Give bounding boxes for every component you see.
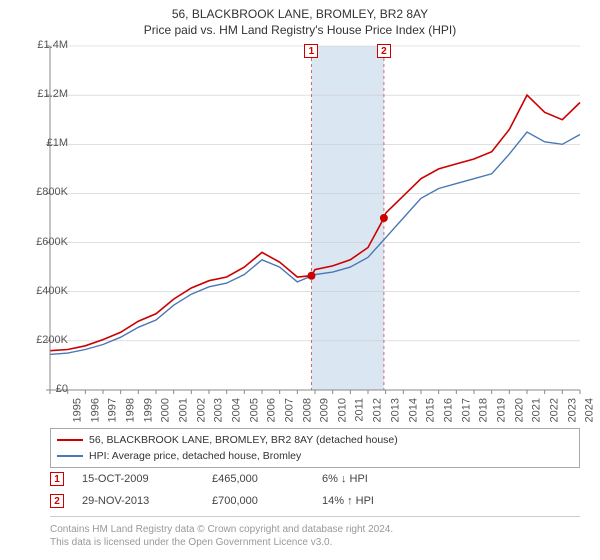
x-tick-label: 2001 [177,398,189,422]
legend-box: 56, BLACKBROOK LANE, BROMLEY, BR2 8AY (d… [50,428,580,468]
annotation-marker: 1 [304,44,318,58]
chart-titles: 56, BLACKBROOK LANE, BROMLEY, BR2 8AY Pr… [0,0,600,42]
y-tick-label: £1M [20,137,68,149]
x-tick-label: 2023 [566,398,578,422]
sale-marker: 1 [50,472,64,486]
x-tick-label: 2002 [195,398,207,422]
footer-line1: Contains HM Land Registry data © Crown c… [50,523,580,536]
sale-diff: 6% ↓ HPI [322,473,432,485]
x-tick-label: 2011 [353,398,365,422]
x-tick-label: 2017 [460,398,472,422]
x-tick-label: 2008 [301,398,313,422]
y-tick-label: £0 [20,383,68,395]
sales-table: 1 15-OCT-2009 £465,000 6% ↓ HPI 2 29-NOV… [50,468,580,512]
sale-diff: 14% ↑ HPI [322,495,432,507]
x-tick-label: 1995 [71,398,83,422]
y-tick-label: £400K [20,285,68,297]
footer-line2: This data is licensed under the Open Gov… [50,536,580,549]
x-tick-label: 1996 [89,398,101,422]
legend-label: 56, BLACKBROOK LANE, BROMLEY, BR2 8AY (d… [89,434,398,446]
x-tick-label: 2024 [584,398,596,422]
sale-date: 15-OCT-2009 [82,473,212,485]
legend-label: HPI: Average price, detached house, Brom… [89,450,301,462]
x-tick-label: 2018 [478,398,490,422]
x-tick-label: 2016 [442,398,454,422]
x-tick-label: 2013 [389,398,401,422]
x-tick-label: 2000 [160,398,172,422]
x-tick-label: 2009 [319,398,331,422]
x-tick-label: 2010 [336,398,348,422]
y-tick-label: £1.2M [20,88,68,100]
x-tick-label: 2007 [283,398,295,422]
title-address: 56, BLACKBROOK LANE, BROMLEY, BR2 8AY [0,6,600,22]
plot-area [50,46,580,390]
y-tick-label: £800K [20,186,68,198]
chart-container: 56, BLACKBROOK LANE, BROMLEY, BR2 8AY Pr… [0,0,600,560]
sales-row: 1 15-OCT-2009 £465,000 6% ↓ HPI [50,468,580,490]
x-tick-label: 1999 [142,398,154,422]
y-tick-label: £200K [20,334,68,346]
x-tick-label: 2004 [230,398,242,422]
x-tick-label: 1998 [124,398,136,422]
x-tick-label: 2020 [513,398,525,422]
legend-row: HPI: Average price, detached house, Brom… [57,448,573,464]
x-tick-label: 2022 [548,398,560,422]
x-tick-label: 2015 [425,398,437,422]
x-tick-label: 2006 [266,398,278,422]
x-tick-label: 2019 [495,398,507,422]
x-tick-label: 2021 [531,398,543,422]
footer-note: Contains HM Land Registry data © Crown c… [50,516,580,549]
x-tick-label: 2012 [372,398,384,422]
legend-swatch [57,455,83,457]
sale-date: 29-NOV-2013 [82,495,212,507]
sale-price: £700,000 [212,495,322,507]
y-tick-label: £600K [20,236,68,248]
sales-row: 2 29-NOV-2013 £700,000 14% ↑ HPI [50,490,580,512]
x-tick-label: 2014 [407,398,419,422]
legend-swatch [57,439,83,441]
sale-marker: 2 [50,494,64,508]
plot-svg [50,46,580,390]
annotation-marker: 2 [377,44,391,58]
y-tick-label: £1.4M [20,39,68,51]
x-tick-label: 2003 [213,398,225,422]
title-subtitle: Price paid vs. HM Land Registry's House … [0,22,600,38]
x-tick-label: 1997 [107,398,119,422]
x-tick-label: 2005 [248,398,260,422]
sale-price: £465,000 [212,473,322,485]
legend-row: 56, BLACKBROOK LANE, BROMLEY, BR2 8AY (d… [57,432,573,448]
